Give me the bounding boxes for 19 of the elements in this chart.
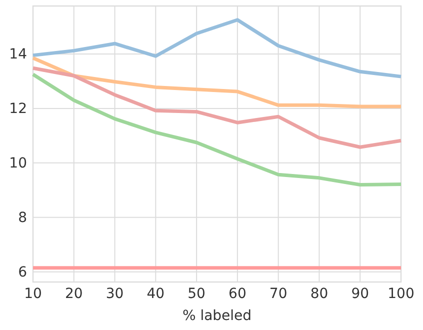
x-tick-label: 70 bbox=[269, 286, 288, 302]
y-tick-label: 12 bbox=[9, 100, 27, 117]
x-tick-label: 90 bbox=[351, 286, 370, 302]
x-tick-label: 40 bbox=[146, 286, 165, 302]
line-series bbox=[31, 56, 403, 108]
y-tick-label: 8 bbox=[18, 210, 27, 226]
x-tick-label: 60 bbox=[228, 286, 246, 302]
x-axis-title: % labeled bbox=[182, 308, 252, 324]
y-tick-label: 10 bbox=[9, 155, 27, 172]
y-tick-label: 6 bbox=[18, 264, 28, 280]
line-series bbox=[31, 66, 403, 149]
line-series bbox=[31, 18, 403, 78]
x-tick-label: 80 bbox=[310, 286, 328, 302]
y-tick-label: 14 bbox=[9, 46, 28, 62]
x-tick-label: 100 bbox=[388, 286, 414, 302]
line-series bbox=[31, 72, 403, 186]
x-tick-label: 30 bbox=[106, 286, 124, 302]
x-tick-label: 50 bbox=[188, 286, 206, 302]
x-tick-label: 20 bbox=[64, 286, 83, 302]
